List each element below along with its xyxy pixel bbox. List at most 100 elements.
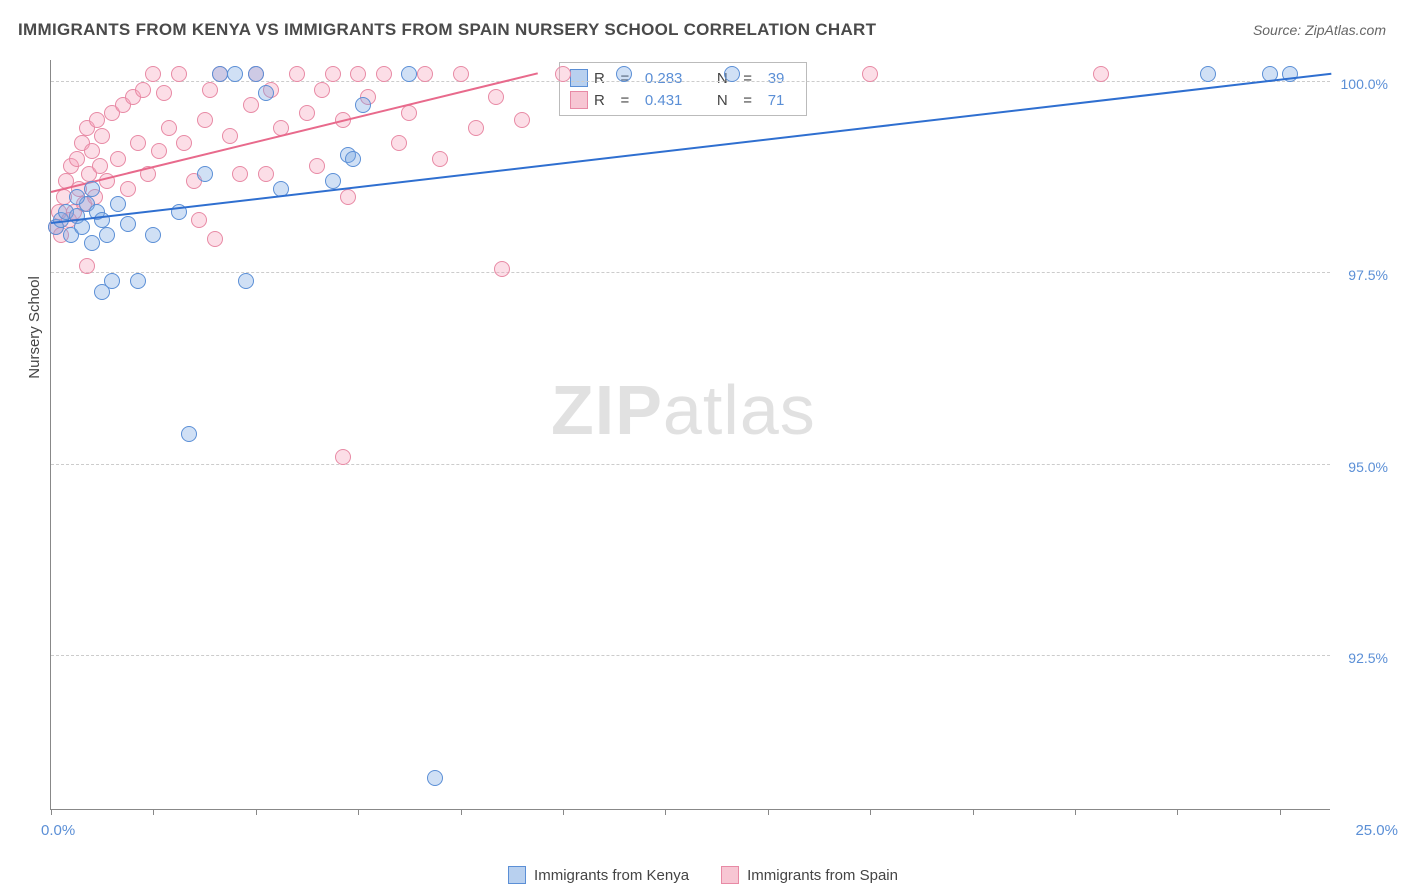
scatter-point-spain xyxy=(417,66,433,82)
r-label: R xyxy=(594,70,605,87)
scatter-point-kenya xyxy=(110,196,126,212)
legend-label: Immigrants from Spain xyxy=(747,867,898,884)
scatter-point-spain xyxy=(92,158,108,174)
scatter-point-spain xyxy=(120,181,136,197)
watermark-zip: ZIP xyxy=(551,371,663,449)
scatter-point-kenya xyxy=(427,770,443,786)
scatter-point-kenya xyxy=(99,227,115,243)
scatter-point-spain xyxy=(130,135,146,151)
scatter-point-spain xyxy=(69,151,85,167)
scatter-point-kenya xyxy=(227,66,243,82)
stats-legend: R=0.283N=39R = 0.431 N = 71 xyxy=(559,62,807,116)
scatter-point-spain xyxy=(494,261,510,277)
x-tick xyxy=(1280,809,1281,815)
scatter-point-spain xyxy=(84,143,100,159)
watermark-atlas: atlas xyxy=(663,371,816,449)
scatter-point-kenya xyxy=(616,66,632,82)
scatter-point-kenya xyxy=(238,273,254,289)
scatter-point-spain xyxy=(79,258,95,274)
scatter-point-spain xyxy=(335,449,351,465)
scatter-point-spain xyxy=(555,66,571,82)
legend-label: Immigrants from Kenya xyxy=(534,867,689,884)
scatter-point-spain xyxy=(156,85,172,101)
scatter-point-spain xyxy=(488,89,504,105)
legend-swatch xyxy=(508,866,526,884)
scatter-point-kenya xyxy=(197,166,213,182)
n-label: N xyxy=(717,92,728,109)
scatter-point-kenya xyxy=(74,219,90,235)
scatter-point-spain xyxy=(202,82,218,98)
x-tick xyxy=(1177,809,1178,815)
scatter-point-kenya xyxy=(145,227,161,243)
scatter-point-spain xyxy=(391,135,407,151)
watermark: ZIPatlas xyxy=(551,370,816,450)
scatter-point-spain xyxy=(161,120,177,136)
scatter-point-spain xyxy=(862,66,878,82)
equals: = xyxy=(734,92,762,109)
scatter-point-spain xyxy=(243,97,259,113)
scatter-point-spain xyxy=(309,158,325,174)
bottom-legend: Immigrants from Kenya Immigrants from Spa… xyxy=(0,866,1406,884)
scatter-point-spain xyxy=(432,151,448,167)
scatter-point-kenya xyxy=(401,66,417,82)
scatter-point-spain xyxy=(258,166,274,182)
stats-legend-row: R=0.283N=39 xyxy=(570,67,796,89)
scatter-point-spain xyxy=(145,66,161,82)
scatter-point-spain xyxy=(191,212,207,228)
x-tick xyxy=(358,809,359,815)
x-axis-min-label: 0.0% xyxy=(41,822,75,839)
gridline xyxy=(51,464,1330,465)
scatter-point-spain xyxy=(376,66,392,82)
scatter-point-spain xyxy=(468,120,484,136)
r-value: 0.431 xyxy=(645,92,693,109)
scatter-point-kenya xyxy=(69,189,85,205)
scatter-point-spain xyxy=(94,128,110,144)
x-tick xyxy=(665,809,666,815)
x-tick xyxy=(461,809,462,815)
scatter-point-spain xyxy=(222,128,238,144)
x-tick xyxy=(768,809,769,815)
scatter-point-kenya xyxy=(355,97,371,113)
scatter-point-kenya xyxy=(84,181,100,197)
source-attribution: Source: ZipAtlas.com xyxy=(1253,22,1386,38)
y-tick-label: 95.0% xyxy=(1348,459,1388,475)
legend-item: Immigrants from Kenya xyxy=(508,866,689,884)
scatter-point-kenya xyxy=(181,426,197,442)
scatter-point-kenya xyxy=(724,66,740,82)
scatter-point-kenya xyxy=(130,273,146,289)
legend-swatch xyxy=(721,866,739,884)
scatter-point-spain xyxy=(176,135,192,151)
x-tick xyxy=(1075,809,1076,815)
scatter-point-spain xyxy=(151,143,167,159)
scatter-point-spain xyxy=(453,66,469,82)
legend-swatch xyxy=(570,69,588,87)
y-tick-label: 92.5% xyxy=(1348,650,1388,666)
chart-title: IMMIGRANTS FROM KENYA VS IMMIGRANTS FROM… xyxy=(18,20,876,40)
chart-container: IMMIGRANTS FROM KENYA VS IMMIGRANTS FROM… xyxy=(0,0,1406,892)
x-tick xyxy=(563,809,564,815)
scatter-point-spain xyxy=(207,231,223,247)
scatter-point-kenya xyxy=(258,85,274,101)
stats-legend-row: R=0.431N=71 xyxy=(570,89,796,111)
scatter-point-spain xyxy=(350,66,366,82)
x-axis-max-label: 25.0% xyxy=(1355,822,1398,839)
scatter-point-spain xyxy=(110,151,126,167)
legend-swatch xyxy=(570,91,588,109)
r-value: 0.283 xyxy=(645,70,693,87)
scatter-point-kenya xyxy=(94,212,110,228)
scatter-point-spain xyxy=(135,82,151,98)
n-value: 71 xyxy=(768,92,796,109)
n-value: 39 xyxy=(768,70,796,87)
y-axis-title: Nursery School xyxy=(26,276,43,379)
scatter-point-spain xyxy=(232,166,248,182)
y-tick-label: 97.5% xyxy=(1348,267,1388,283)
scatter-point-spain xyxy=(171,66,187,82)
equals: = xyxy=(611,92,639,109)
scatter-point-spain xyxy=(340,189,356,205)
scatter-point-spain xyxy=(89,112,105,128)
x-tick xyxy=(51,809,52,815)
x-tick xyxy=(870,809,871,815)
scatter-point-spain xyxy=(325,66,341,82)
legend-item: Immigrants from Spain xyxy=(721,866,898,884)
scatter-point-spain xyxy=(314,82,330,98)
